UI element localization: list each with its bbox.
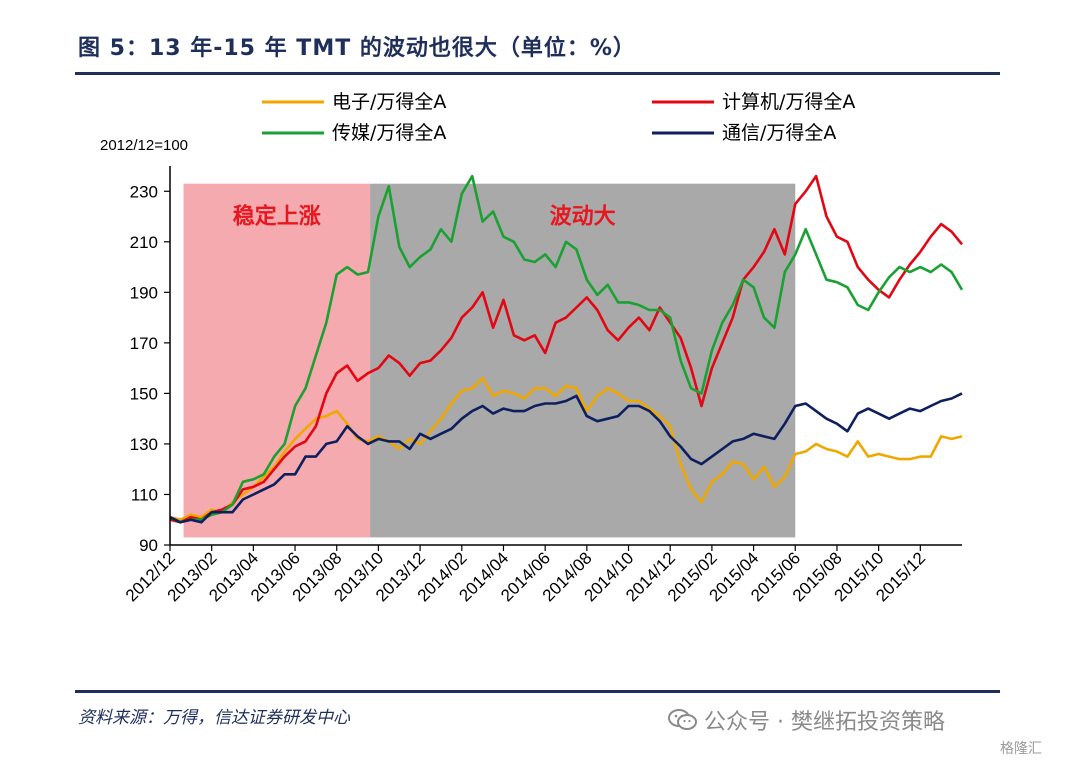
y-tick-label-2: 130 (130, 435, 158, 454)
y-tick-label-0: 90 (139, 536, 158, 555)
legend-layer: 电子/万得全A 计算机/万得全A 传媒/万得全A 通信/万得全A (262, 91, 855, 144)
watermark-text: 公众号 · 樊继拓投资策略 (704, 710, 945, 735)
top-rule (75, 72, 1000, 75)
region-label-0: 稳定上涨 (233, 204, 321, 230)
y-tick-label-6: 210 (130, 233, 158, 252)
legend-label-1: 计算机/万得全A (722, 91, 855, 113)
series-line-2 (169, 174, 964, 524)
wechat-icon (668, 708, 698, 732)
region-label-1: 波动大 (550, 205, 616, 230)
regions-layer (183, 183, 796, 538)
region-labels: 稳定上涨 波动大 (233, 204, 616, 230)
y-tick-label-4: 170 (130, 334, 158, 353)
series-line-0 (169, 376, 963, 521)
y-tick-label-5: 190 (130, 283, 158, 302)
legend-label-0: 电子/万得全A (332, 91, 446, 113)
lines-layer (169, 174, 964, 524)
source-note: 资料来源：万得，信达证券研发中心 (78, 708, 350, 728)
base-label: 2012/12=100 (100, 137, 188, 154)
y-tick-label-7: 230 (130, 182, 158, 201)
series-line-1 (169, 174, 964, 524)
legend-label-2: 传媒/万得全A (332, 122, 446, 144)
bottom-rule (75, 690, 1000, 693)
corner-logo: 格隆汇 (1000, 741, 1042, 757)
y-tick-label-3: 150 (130, 384, 158, 403)
region-band-1 (370, 183, 796, 538)
figure-title: 图 5：13 年-15 年 TMT 的波动也很大（单位：%） (78, 36, 636, 61)
y-tick-label-1: 110 (131, 485, 158, 504)
series-line-3 (169, 392, 963, 524)
region-band-0 (183, 183, 371, 538)
watermark: 公众号 · 樊继拓投资策略 (668, 704, 945, 736)
line-chart: 稳定上涨 波动大 901101301501701902102302012/1220… (100, 91, 964, 605)
legend-label-3: 通信/万得全A (722, 122, 836, 144)
